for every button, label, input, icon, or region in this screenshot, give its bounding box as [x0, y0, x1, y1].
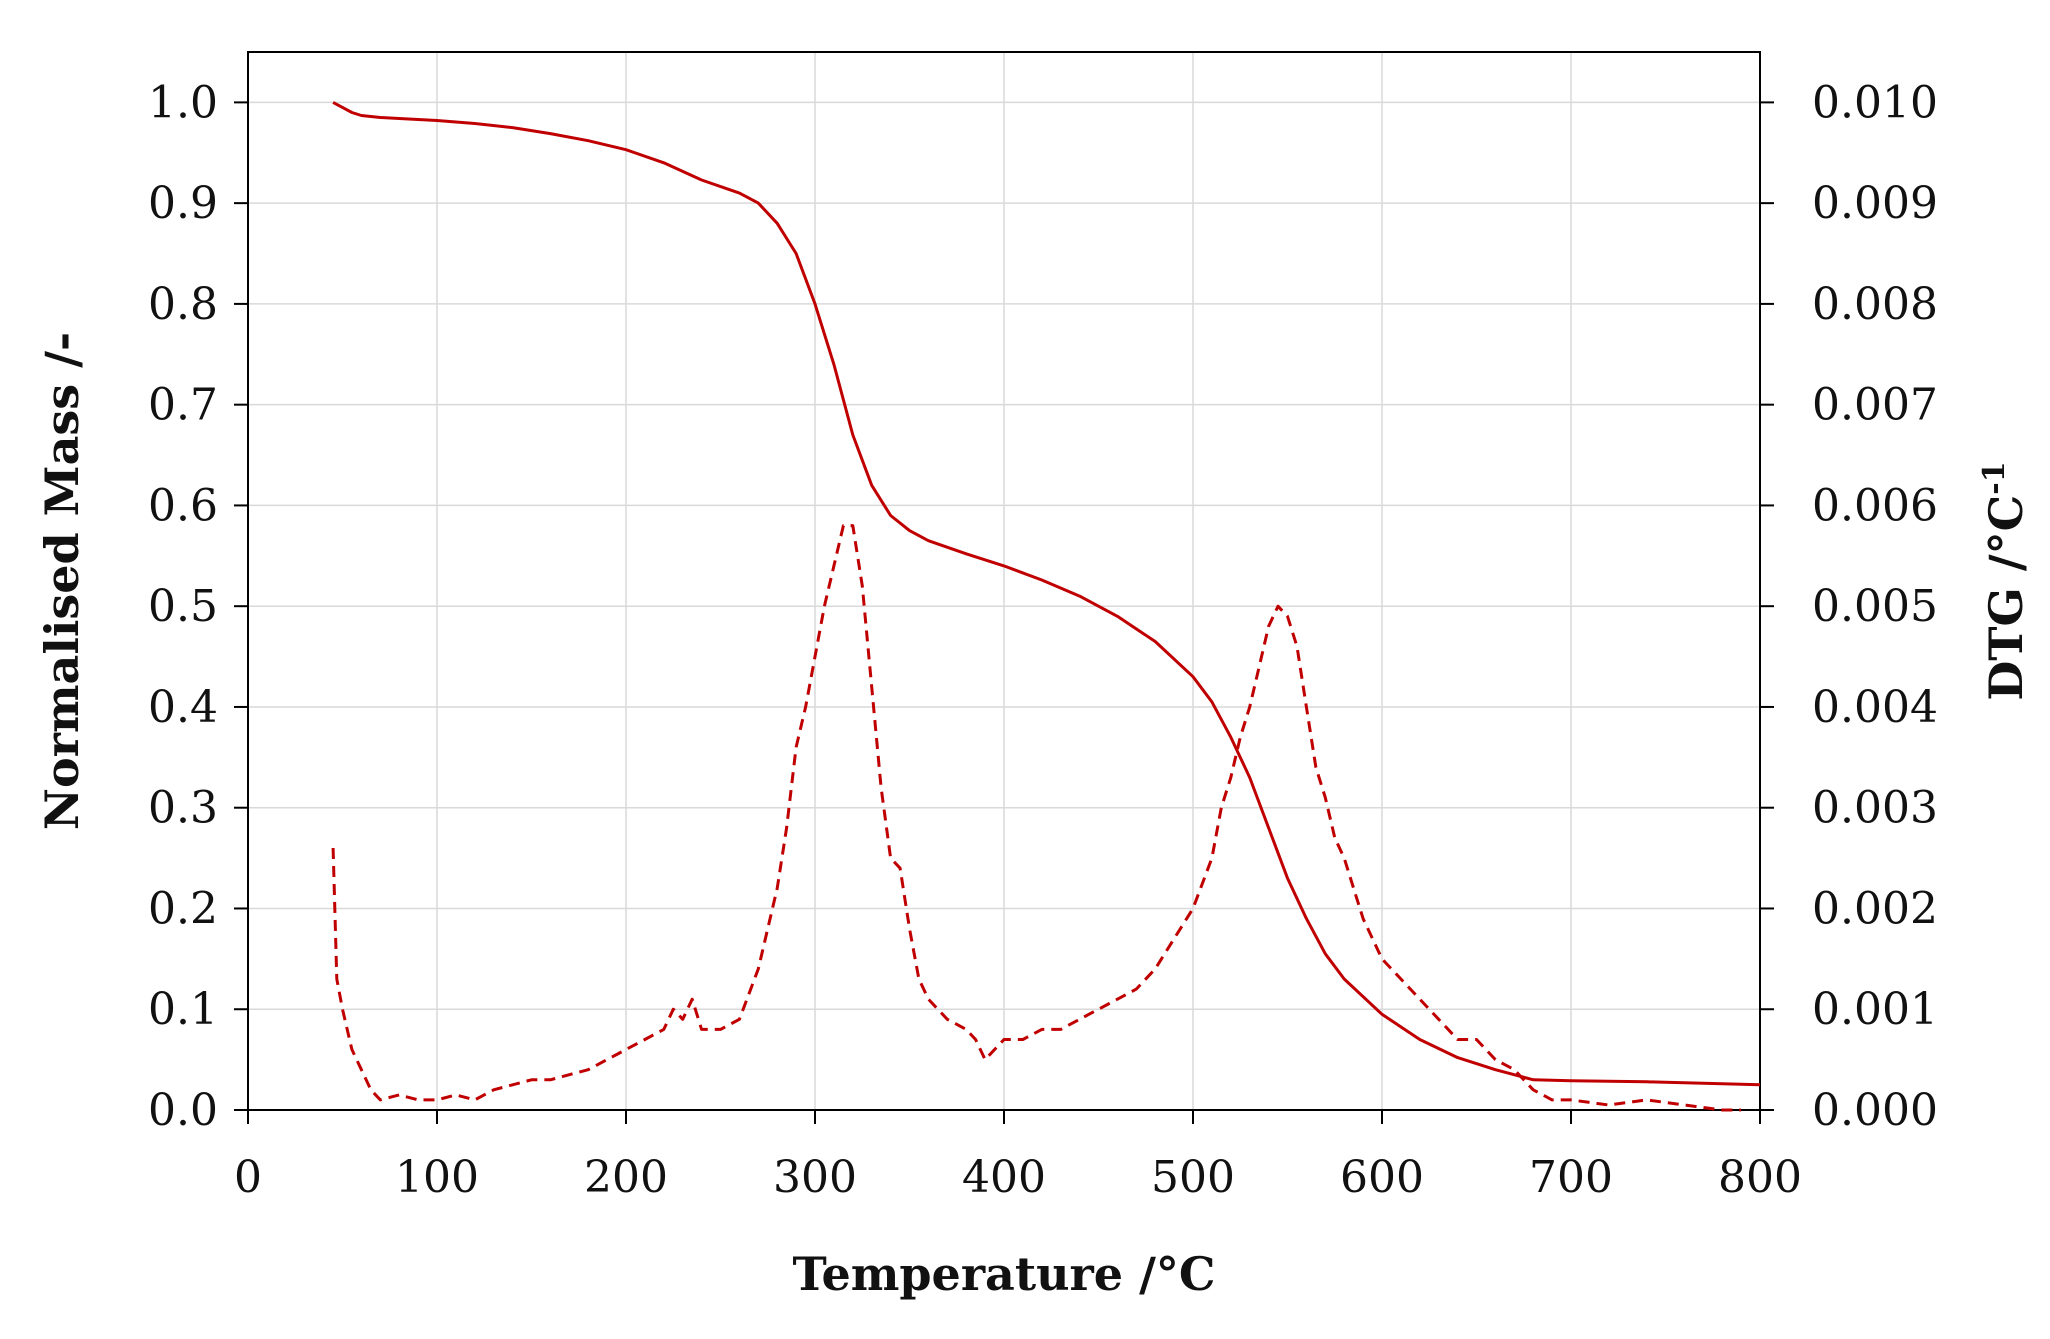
normalised-mass-curve [332, 101, 1761, 1087]
x-tick-label: 700 [1529, 1152, 1613, 1203]
x-tick-label: 300 [773, 1152, 857, 1203]
y2-tick-label: 0.001 [1812, 984, 1938, 1035]
y2-tick-label: 0.007 [1812, 380, 1938, 431]
x-tick-label: 400 [962, 1152, 1046, 1203]
y2-tick-label: 0.010 [1812, 77, 1938, 128]
y2-axis-title-superscript: -1 [1977, 461, 2012, 494]
y-axis-title: Normalised Mass /- [35, 332, 89, 830]
x-tick-label: 600 [1340, 1152, 1424, 1203]
y2-axis-title-main: DTG /°C [1979, 495, 2033, 701]
y-tick-label: 0.4 [148, 682, 218, 733]
x-tick-label: 0 [234, 1152, 262, 1203]
series-lines [331, 101, 1761, 1112]
y-tick-label: 0.5 [148, 581, 218, 632]
y2-axis-title: DTG /°C-1 [1977, 461, 2033, 700]
dtg-curve [331, 524, 1742, 1112]
y-tick-label: 0.8 [148, 279, 218, 330]
y-tick-label: 0.3 [148, 783, 218, 834]
y2-tick-label: 0.006 [1812, 480, 1938, 531]
x-tick-label: 200 [584, 1152, 668, 1203]
y-tick-label: 0.1 [148, 984, 218, 1035]
y2-tick-label: 0.009 [1812, 178, 1938, 229]
y-tick-label: 0.6 [148, 480, 218, 531]
y2-tick-label: 0.004 [1812, 682, 1938, 733]
y-tick-label: 1.0 [148, 77, 218, 128]
x-tick-label: 800 [1718, 1152, 1802, 1203]
y-tick-label: 0.2 [148, 883, 218, 934]
x-tick-label: 500 [1151, 1152, 1235, 1203]
x-tick-label: 100 [395, 1152, 479, 1203]
y2-tick-label: 0.008 [1812, 279, 1938, 330]
gridlines [248, 52, 1760, 1110]
y-tick-label: 0.0 [148, 1085, 218, 1136]
y2-tick-label: 0.005 [1812, 581, 1938, 632]
y-tick-label: 0.9 [148, 178, 218, 229]
y2-tick-label: 0.002 [1812, 883, 1938, 934]
y-tick-label: 0.7 [148, 380, 218, 431]
axis-ticks: 0 100 200 300 400 500 600 700 800 0.0 0.1 0.2 0.3 0.4… [148, 77, 1938, 1203]
y2-tick-label: 0.003 [1812, 783, 1938, 834]
y2-tick-label: 0.000 [1812, 1085, 1938, 1136]
x-axis-title: Temperature /°C [793, 1247, 1216, 1301]
